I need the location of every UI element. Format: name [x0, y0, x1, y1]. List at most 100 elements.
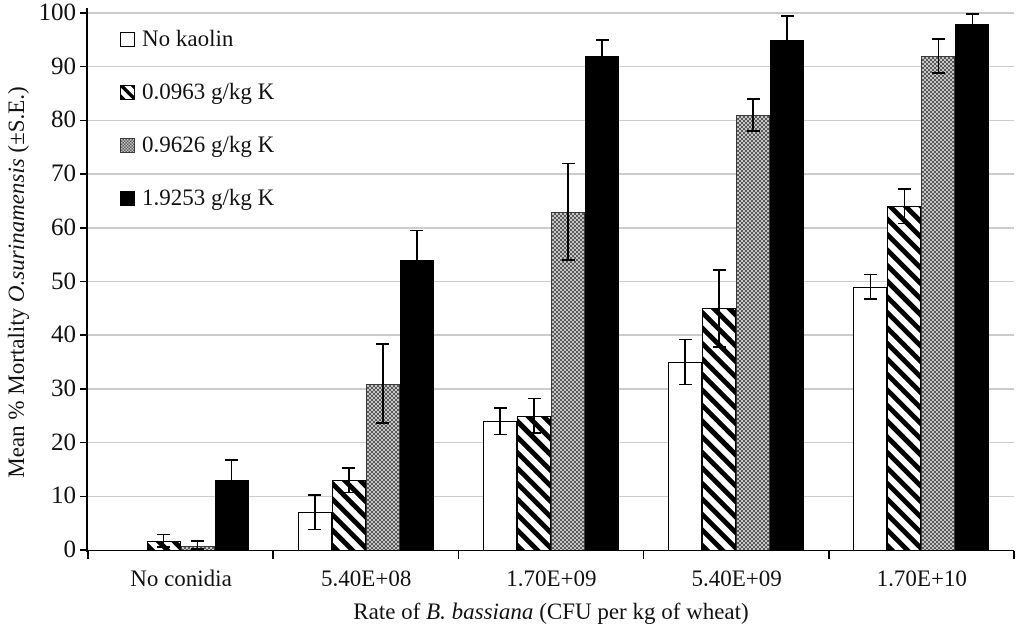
x-axis-tick [457, 551, 460, 559]
error-bar-cap-bottom [595, 71, 609, 73]
error-bar-cap-top [780, 15, 794, 18]
category-label: 5.40E+09 [691, 566, 782, 591]
y-axis-tick [80, 65, 87, 68]
error-bar-cap-bottom [678, 383, 692, 386]
error-bar-cap-top [746, 98, 760, 100]
error-bar-line [230, 459, 233, 501]
x-axis-tick [272, 551, 274, 559]
error-bar-line [684, 339, 686, 385]
y-axis-tick [80, 12, 87, 14]
legend-marker-hatch-icon [120, 84, 135, 100]
error-bar-cap-bottom [225, 499, 239, 502]
y-axis-tick [80, 119, 87, 122]
x-axis-tick [642, 551, 645, 559]
error-bar-line [718, 269, 720, 347]
x-axis-title: Rate of B. bassiana (CFU per kg of wheat… [88, 599, 1014, 625]
y-axis-tick [80, 441, 87, 444]
error-bar-line [971, 14, 974, 34]
error-bar-line [903, 189, 906, 224]
y-tick-label: 60 [51, 213, 76, 241]
y-axis-tick [80, 227, 87, 229]
error-bar-cap-bottom [965, 32, 979, 35]
species-name: B. bassiana [426, 599, 534, 624]
error-bar-cap-bottom [308, 528, 322, 531]
bar-hatch [517, 415, 551, 550]
y-axis-line [86, 8, 89, 552]
error-bar-line [567, 163, 569, 261]
y-axis-tick [80, 173, 87, 175]
legend-label: 0.9626 g/kg K [142, 132, 275, 157]
bar-hatch [702, 308, 737, 550]
error-bar-line [869, 274, 872, 300]
y-tick-label: 40 [51, 321, 76, 349]
legend-label: No kaolin [142, 26, 234, 51]
axis-title-text: (CFU per kg of wheat) [533, 599, 749, 624]
error-bar-cap-top [897, 188, 911, 190]
legend-label: 0.0963 g/kg K [142, 79, 275, 104]
y-tick-label: 80 [51, 106, 76, 134]
error-bar-cap-top [157, 533, 171, 536]
error-bar-cap-top [376, 342, 390, 345]
error-bar-line [162, 534, 165, 548]
error-bar-cap-top [678, 338, 692, 341]
x-axis-line [88, 549, 1014, 552]
error-bar-cap-bottom [527, 432, 541, 434]
error-bar-cap-bottom [863, 298, 877, 301]
category-label: No conidia [130, 566, 232, 591]
gridline [88, 65, 1014, 68]
error-bar-line [601, 39, 603, 73]
error-bar-cap-top [342, 466, 356, 469]
x-axis-tick [87, 551, 89, 559]
legend-label: 1.9253 g/kg K [142, 185, 275, 210]
error-bar-cap-bottom [561, 259, 575, 261]
gridline [88, 173, 1014, 175]
bar-black [770, 39, 805, 550]
bar-checker [921, 55, 956, 550]
legend-marker-white-icon [120, 31, 135, 47]
y-tick-label: 100 [38, 0, 77, 26]
error-bar-cap-bottom [342, 491, 356, 494]
bar-black [585, 55, 619, 550]
error-bar-cap-top [561, 162, 575, 165]
y-axis-tick [80, 388, 87, 390]
y-tick-label: 10 [51, 482, 76, 510]
error-bar-line [416, 230, 418, 290]
legend-marker-checker-icon [120, 137, 135, 153]
bar-white [668, 362, 703, 550]
error-bar-cap-bottom [376, 422, 390, 425]
y-tick-label: 90 [51, 52, 76, 80]
y-tick-label: 0 [63, 536, 77, 563]
bar-black [399, 260, 434, 550]
error-bar-cap-bottom [157, 546, 171, 549]
error-bar-cap-bottom [780, 62, 794, 65]
legend-marker-black-icon [120, 190, 135, 206]
y-axis-tick [80, 334, 87, 336]
error-bar-line [752, 98, 754, 132]
error-bar-cap-bottom [410, 288, 424, 291]
error-bar-cap-bottom [712, 346, 726, 348]
axis-title-text: Rate of [353, 599, 427, 624]
error-bar-cap-bottom [493, 433, 507, 436]
legend-item: 1.9253 g/kg K [120, 183, 274, 213]
error-bar-cap-top [527, 397, 541, 400]
error-bar-cap-top [191, 540, 205, 542]
error-bar-cap-bottom [931, 72, 945, 74]
y-axis-tick [80, 549, 87, 551]
error-bar-line [314, 495, 316, 530]
error-bar-cap-top [410, 229, 424, 232]
error-bar-line [533, 398, 535, 433]
bar-white [483, 421, 517, 550]
bar-hatch [887, 206, 922, 550]
bar-white [853, 286, 888, 550]
category-label: 5.40E+08 [321, 566, 412, 591]
error-bar-cap-top [225, 458, 239, 461]
bar-black [955, 23, 990, 550]
gridline [88, 119, 1014, 122]
category-label: 1.70E+09 [506, 566, 597, 591]
legend-item: 0.9626 g/kg K [120, 130, 274, 160]
gridline [88, 12, 1014, 14]
bar-checker [736, 115, 771, 550]
category-label: 1.70E+10 [876, 566, 967, 591]
error-bar-line [348, 467, 350, 493]
error-bar-cap-top [712, 268, 726, 271]
